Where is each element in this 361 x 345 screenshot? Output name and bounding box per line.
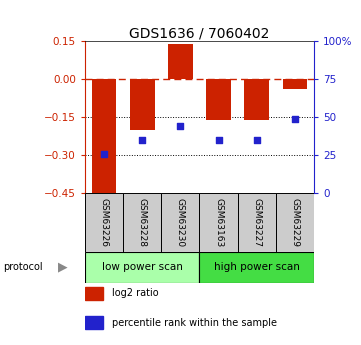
- Text: GSM63227: GSM63227: [252, 198, 261, 247]
- Bar: [161, 193, 199, 252]
- Bar: [168, 44, 193, 79]
- Point: [139, 137, 145, 143]
- Bar: [238, 193, 276, 252]
- Point: [178, 124, 183, 129]
- Bar: [85, 287, 103, 300]
- Text: GSM63230: GSM63230: [176, 198, 185, 247]
- Bar: [123, 193, 161, 252]
- Point: [254, 137, 260, 143]
- Text: low power scan: low power scan: [102, 263, 183, 272]
- Text: GSM63226: GSM63226: [99, 198, 108, 247]
- Bar: [85, 193, 123, 252]
- Bar: [244, 79, 269, 120]
- Bar: [283, 79, 307, 89]
- Bar: [206, 79, 231, 120]
- Text: log2 ratio: log2 ratio: [112, 288, 159, 298]
- Bar: [130, 79, 155, 130]
- Text: GSM63229: GSM63229: [291, 198, 300, 247]
- Text: GSM63163: GSM63163: [214, 198, 223, 247]
- Text: GSM63228: GSM63228: [138, 198, 147, 247]
- Bar: [85, 316, 103, 329]
- Bar: [276, 193, 314, 252]
- Point: [216, 137, 221, 143]
- Bar: [199, 193, 238, 252]
- Title: GDS1636 / 7060402: GDS1636 / 7060402: [129, 26, 270, 40]
- Point: [292, 116, 298, 121]
- Bar: [92, 79, 116, 196]
- Bar: [199, 252, 314, 283]
- Text: percentile rank within the sample: percentile rank within the sample: [112, 318, 277, 328]
- Text: high power scan: high power scan: [214, 263, 300, 272]
- Text: protocol: protocol: [4, 263, 43, 272]
- Bar: [85, 252, 199, 283]
- Text: ▶: ▶: [58, 261, 68, 274]
- Point: [101, 151, 107, 157]
